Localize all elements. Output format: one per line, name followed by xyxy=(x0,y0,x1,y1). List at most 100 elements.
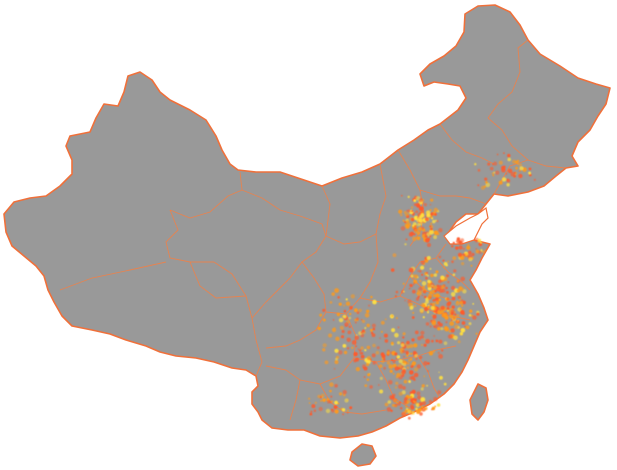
density-hotspot xyxy=(412,311,415,314)
density-hotspot xyxy=(349,312,352,316)
density-hotspot xyxy=(425,338,430,344)
density-hotspot xyxy=(389,369,393,373)
density-hotspot xyxy=(334,400,338,405)
density-hotspot xyxy=(423,338,426,340)
density-hotspot xyxy=(322,343,327,348)
density-hotspot xyxy=(394,352,398,356)
density-hotspot xyxy=(420,265,425,270)
density-hotspot xyxy=(518,173,523,179)
density-hotspot xyxy=(412,289,416,294)
density-hotspot xyxy=(362,364,366,369)
density-hotspot xyxy=(457,295,461,300)
density-hotspot xyxy=(349,305,353,310)
density-hotspot xyxy=(443,341,448,346)
density-hotspot xyxy=(450,311,454,316)
density-hotspot xyxy=(440,310,444,314)
density-hotspot xyxy=(443,326,449,331)
density-hotspot xyxy=(407,416,411,420)
density-hotspot xyxy=(370,295,373,299)
density-hotspot xyxy=(438,255,442,259)
density-hotspot xyxy=(408,232,414,237)
density-hotspot xyxy=(354,321,357,324)
density-hotspot xyxy=(340,335,345,339)
density-hotspot xyxy=(411,365,414,368)
density-hotspot xyxy=(410,305,414,309)
density-hotspot xyxy=(343,350,348,355)
density-hotspot xyxy=(439,375,443,380)
density-hotspot xyxy=(516,162,520,165)
density-hotspot xyxy=(308,397,311,400)
density-hotspot xyxy=(329,389,332,393)
density-hotspot xyxy=(507,153,511,158)
density-hotspot xyxy=(325,408,331,414)
density-hotspot xyxy=(454,313,457,316)
density-hotspot xyxy=(420,387,424,391)
density-hotspot xyxy=(342,344,347,348)
density-hotspot xyxy=(459,298,461,301)
density-hotspot xyxy=(425,271,429,275)
density-hotspot xyxy=(418,408,422,412)
density-hotspot xyxy=(417,216,423,221)
density-hotspot xyxy=(470,264,473,267)
density-hotspot xyxy=(411,316,415,319)
density-hotspot xyxy=(434,405,437,408)
density-hotspot xyxy=(346,412,349,414)
density-hotspot xyxy=(411,338,415,342)
density-hotspot xyxy=(442,259,445,262)
density-hotspot xyxy=(440,305,445,310)
density-hotspot xyxy=(462,247,465,250)
density-hotspot xyxy=(366,356,371,361)
density-hotspot xyxy=(337,402,340,405)
density-hotspot xyxy=(397,341,401,345)
density-hotspot xyxy=(423,260,426,263)
density-hotspot xyxy=(400,213,403,217)
density-hotspot xyxy=(404,396,409,401)
density-hotspot xyxy=(456,237,461,241)
density-hotspot xyxy=(383,357,386,361)
density-hotspot xyxy=(413,199,417,202)
density-hotspot xyxy=(419,412,423,416)
density-hotspot xyxy=(346,346,350,350)
density-hotspot xyxy=(401,359,406,364)
density-hotspot xyxy=(366,309,370,313)
density-hotspot xyxy=(424,296,427,299)
density-hotspot xyxy=(433,235,437,240)
density-hotspot xyxy=(349,406,353,410)
density-hotspot xyxy=(355,367,360,372)
density-hotspot xyxy=(432,299,436,302)
density-hotspot xyxy=(417,222,421,227)
density-hotspot xyxy=(406,407,409,411)
density-hotspot xyxy=(377,384,380,386)
density-hotspot xyxy=(416,276,419,279)
density-hotspot xyxy=(438,298,442,302)
density-hotspot xyxy=(430,222,433,225)
density-hotspot xyxy=(445,264,448,267)
density-hotspot xyxy=(427,305,431,309)
density-hotspot xyxy=(371,353,376,358)
density-hotspot xyxy=(383,366,387,370)
density-hotspot xyxy=(400,343,405,347)
density-hotspot xyxy=(426,256,431,260)
density-hotspot xyxy=(452,241,455,245)
density-hotspot xyxy=(364,327,367,329)
density-hotspot xyxy=(402,219,405,222)
density-hotspot xyxy=(406,209,408,212)
density-hotspot xyxy=(440,275,445,280)
density-hotspot xyxy=(339,392,343,396)
density-hotspot xyxy=(447,281,450,284)
density-hotspot xyxy=(506,178,509,181)
density-hotspot xyxy=(477,238,482,243)
density-hotspot xyxy=(357,348,360,351)
density-hotspot xyxy=(338,302,342,306)
density-hotspot xyxy=(412,236,417,242)
density-hotspot xyxy=(412,350,417,355)
density-hotspot xyxy=(395,401,398,404)
density-hotspot xyxy=(398,359,403,364)
density-hotspot xyxy=(414,304,417,308)
density-hotspot xyxy=(427,282,430,285)
density-hotspot xyxy=(347,330,352,335)
density-hotspot xyxy=(433,294,436,298)
density-hotspot xyxy=(460,328,466,333)
density-hotspot xyxy=(418,198,423,203)
density-hotspot xyxy=(427,283,432,288)
